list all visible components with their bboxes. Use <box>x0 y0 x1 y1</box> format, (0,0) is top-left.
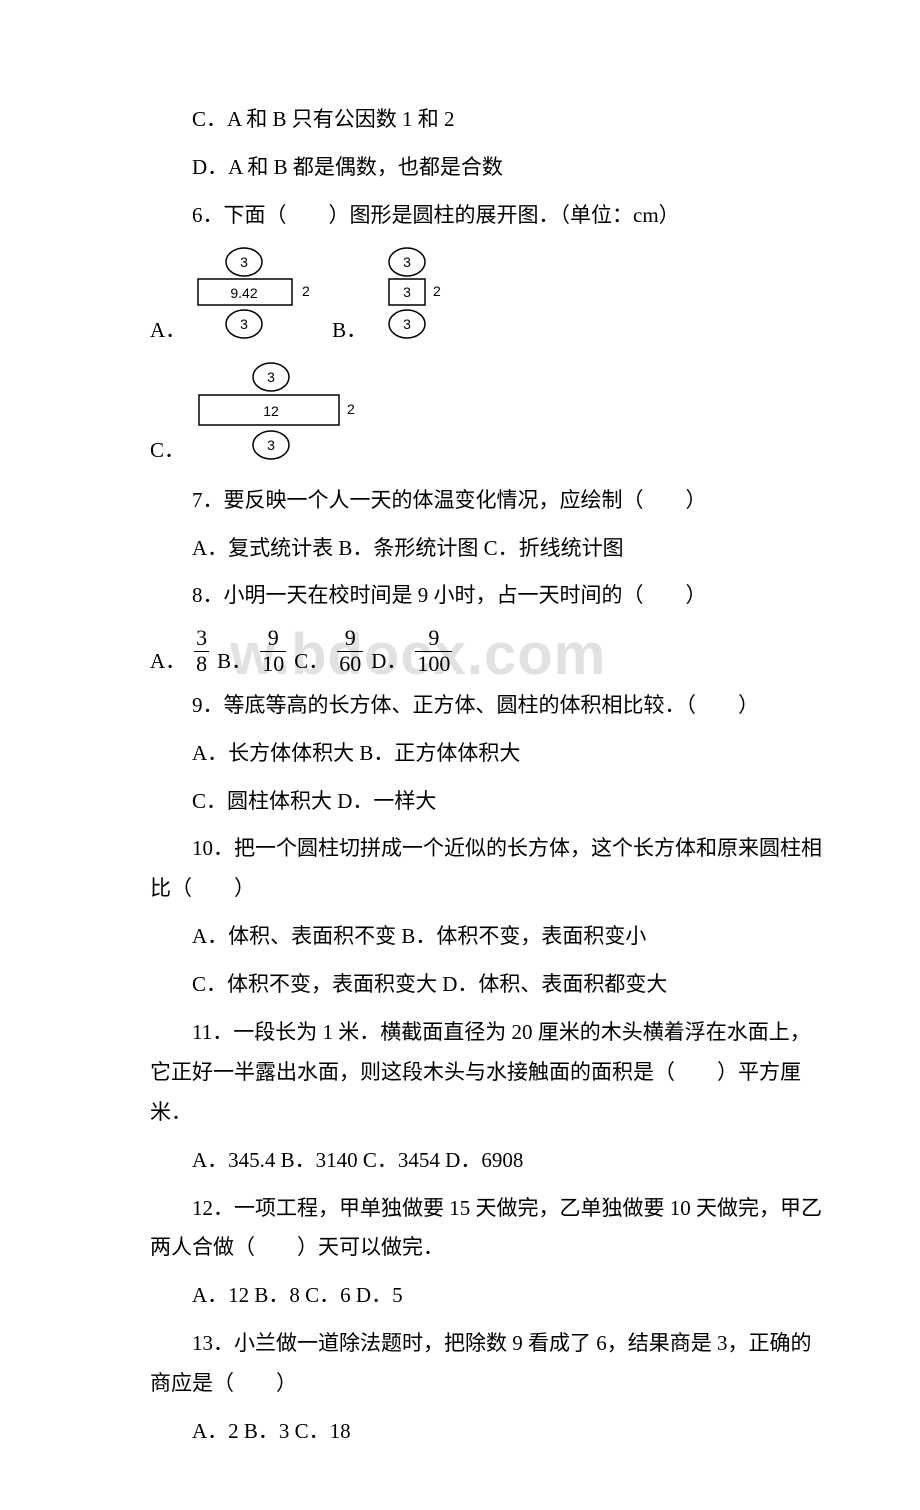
q11-stem: 11．一段长为 1 米．横截面直径为 20 厘米的木头横着浮在水面上，它正好一半… <box>150 1013 825 1133</box>
svg-text:2: 2 <box>347 401 355 417</box>
q6-figure-c: 3 12 2 3 <box>191 361 361 471</box>
frac-den: 60 <box>337 651 363 676</box>
svg-text:3: 3 <box>240 254 248 270</box>
svg-text:3: 3 <box>403 316 411 332</box>
q9-stem: 9．等底等高的长方体、正方体、圆柱的体积相比较．（ ） <box>150 686 825 726</box>
svg-text:3: 3 <box>240 316 248 332</box>
q12-options: A．12 B．8 C．6 D．5 <box>150 1276 825 1316</box>
q5-option-d: D．A 和 B 都是偶数，也都是合数 <box>150 148 825 188</box>
q6-figure-a: 3 9.42 2 3 <box>192 246 312 351</box>
frac-num: 9 <box>266 626 281 650</box>
q5-option-c: C．A 和 B 只有公因数 1 和 2 <box>150 100 825 140</box>
q6-figure-row-c: C． 3 12 2 3 <box>150 361 825 471</box>
svg-text:3: 3 <box>267 437 275 453</box>
svg-text:9.42: 9.42 <box>231 285 258 301</box>
q10-options-1: A．体积、表面积不变 B．体积不变，表面积变小 <box>150 917 825 957</box>
q10-stem: 10．把一个圆柱切拼成一个近似的长方体，这个长方体和原来圆柱相比（ ） <box>150 829 825 909</box>
svg-text:3: 3 <box>267 369 275 385</box>
q13-stem: 13．小兰做一道除法题时，把除数 9 看成了 6，结果商是 3，正确的商应是（ … <box>150 1324 825 1404</box>
svg-text:2: 2 <box>302 283 310 299</box>
q7-options: A．复式统计表 B．条形统计图 C．折线统计图 <box>150 529 825 569</box>
svg-text:3: 3 <box>403 254 411 270</box>
q8-label-a: A． <box>150 642 186 682</box>
q6-stem: 6．下面（ ）图形是圆柱的展开图．（单位：cm） <box>150 196 825 236</box>
q11-options: A．345.4 B．3140 C．3454 D．6908 <box>150 1141 825 1181</box>
q6-figure-row-ab: A． 3 9.42 2 3 B． 3 3 2 3 <box>150 246 825 351</box>
svg-text:3: 3 <box>403 284 411 300</box>
svg-text:2: 2 <box>433 283 441 299</box>
q8-frac-d: 9 100 <box>415 626 452 675</box>
q7-stem: 7．要反映一个人一天的体温变化情况，应绘制（ ） <box>150 481 825 521</box>
frac-den: 100 <box>415 651 452 676</box>
q8-frac-b: 9 10 <box>260 626 286 675</box>
q9-options-2: C．圆柱体积大 D．一样大 <box>150 782 825 822</box>
frac-den: 8 <box>194 651 209 676</box>
q8-label-d: D． <box>371 642 407 682</box>
q6-figure-b: 3 3 2 3 <box>373 246 453 351</box>
q8-label-b: B． <box>217 642 252 682</box>
q6-label-c: C． <box>150 431 185 471</box>
q8-stem: 8．小明一天在校时间是 9 小时，占一天时间的（ ） <box>150 576 825 616</box>
q8-frac-a: 3 8 <box>194 626 209 675</box>
q8-label-c: C． <box>294 642 329 682</box>
q13-options: A．2 B．3 C．18 <box>150 1412 825 1452</box>
frac-den: 10 <box>260 651 286 676</box>
q10-options-2: C．体积不变，表面积变大 D．体积、表面积都变大 <box>150 965 825 1005</box>
frac-num: 3 <box>194 626 209 650</box>
q8-frac-c: 9 60 <box>337 626 363 675</box>
frac-num: 9 <box>426 626 441 650</box>
q6-label-b: B． <box>332 311 367 351</box>
document-body: C．A 和 B 只有公因数 1 和 2 D．A 和 B 都是偶数，也都是合数 6… <box>150 100 825 1452</box>
q12-stem: 12．一项工程，甲单独做要 15 天做完，乙单独做要 10 天做完，甲乙两人合做… <box>150 1189 825 1269</box>
svg-text:12: 12 <box>263 403 279 419</box>
q8-options: A． 3 8 B． 9 10 C． 9 60 D． 9 100 <box>150 626 825 675</box>
q6-label-a: A． <box>150 311 186 351</box>
q9-options-1: A．长方体体积大 B．正方体体积大 <box>150 734 825 774</box>
frac-num: 9 <box>343 626 358 650</box>
